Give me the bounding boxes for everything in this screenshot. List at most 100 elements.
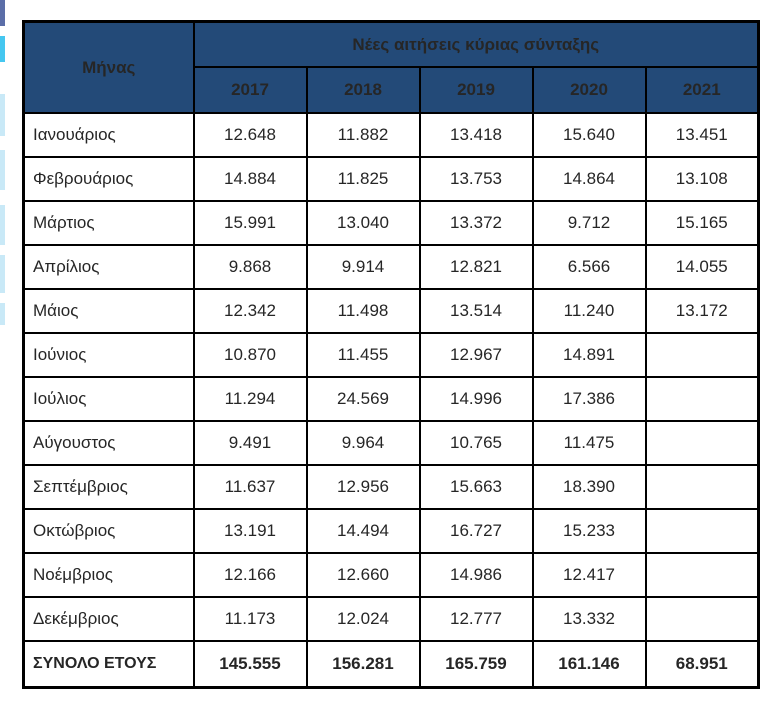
value-cell: 14.891 bbox=[531, 332, 647, 378]
total-label: ΣΥΝΟΛΟ ΕΤΟΥΣ bbox=[22, 640, 195, 689]
value-cell: 12.660 bbox=[305, 552, 421, 598]
value-cell: 15.233 bbox=[531, 508, 647, 554]
value-cell: 13.451 bbox=[644, 112, 760, 158]
value-cell: 11.882 bbox=[305, 112, 421, 158]
left-edge-strip bbox=[0, 0, 5, 701]
month-cell: Ιούλιος bbox=[22, 376, 195, 422]
value-cell: 13.753 bbox=[418, 156, 534, 202]
value-cell: 14.996 bbox=[418, 376, 534, 422]
value-cell: 11.240 bbox=[531, 288, 647, 334]
strip-segment bbox=[0, 255, 5, 293]
table-body: Ιανουάριος 12.648 11.882 13.418 15.640 13.451… bbox=[22, 112, 760, 689]
value-cell: 13.040 bbox=[305, 200, 421, 246]
value-cell: 18.390 bbox=[531, 464, 647, 510]
value-cell: 9.914 bbox=[305, 244, 421, 290]
table-title: Νέες αιτήσεις κύριας σύνταξης bbox=[192, 20, 760, 68]
value-cell: 11.173 bbox=[192, 596, 308, 642]
total-cell-2018: 156.281 bbox=[305, 640, 421, 689]
value-cell: 6.566 bbox=[531, 244, 647, 290]
value-cell: 13.514 bbox=[418, 288, 534, 334]
strip-segment bbox=[0, 94, 5, 136]
value-cell: 14.055 bbox=[644, 244, 760, 290]
value-cell: 13.332 bbox=[531, 596, 647, 642]
value-cell bbox=[644, 464, 760, 510]
value-cell: 14.884 bbox=[192, 156, 308, 202]
pension-table-container: Μήνας Νέες αιτήσεις κύριας σύνταξης 2017… bbox=[22, 20, 761, 689]
value-cell: 10.765 bbox=[418, 420, 534, 466]
year-header-2019: 2019 bbox=[418, 66, 534, 114]
value-cell: 9.964 bbox=[305, 420, 421, 466]
value-cell: 9.712 bbox=[531, 200, 647, 246]
month-cell: Οκτώβριος bbox=[22, 508, 195, 554]
table-row: Αύγουστος 9.491 9.964 10.765 11.475 bbox=[22, 420, 760, 466]
value-cell: 11.455 bbox=[305, 332, 421, 378]
month-cell: Αύγουστος bbox=[22, 420, 195, 466]
year-header-2021: 2021 bbox=[644, 66, 760, 114]
year-header-2017: 2017 bbox=[192, 66, 308, 114]
value-cell bbox=[644, 376, 760, 422]
value-cell: 12.821 bbox=[418, 244, 534, 290]
value-cell: 15.640 bbox=[531, 112, 647, 158]
month-cell: Δεκέμβριος bbox=[22, 596, 195, 642]
table-row: Ιούλιος 11.294 24.569 14.996 17.386 bbox=[22, 376, 760, 422]
value-cell: 15.991 bbox=[192, 200, 308, 246]
table-header: Μήνας Νέες αιτήσεις κύριας σύνταξης 2017… bbox=[22, 20, 760, 114]
value-cell: 12.166 bbox=[192, 552, 308, 598]
value-cell: 24.569 bbox=[305, 376, 421, 422]
table-row: Ιανουάριος 12.648 11.882 13.418 15.640 13.451 bbox=[22, 112, 760, 158]
value-cell: 13.418 bbox=[418, 112, 534, 158]
pension-table: Μήνας Νέες αιτήσεις κύριας σύνταξης 2017… bbox=[22, 20, 761, 689]
value-cell: 9.868 bbox=[192, 244, 308, 290]
table-row: Οκτώβριος 13.191 14.494 16.727 15.233 bbox=[22, 508, 760, 554]
total-row: ΣΥΝΟΛΟ ΕΤΟΥΣ 145.555 156.281 165.759 161… bbox=[22, 640, 760, 689]
value-cell: 14.494 bbox=[305, 508, 421, 554]
month-cell: Μάρτιος bbox=[22, 200, 195, 246]
month-cell: Νοέμβριος bbox=[22, 552, 195, 598]
value-cell: 12.342 bbox=[192, 288, 308, 334]
value-cell: 9.491 bbox=[192, 420, 308, 466]
value-cell bbox=[644, 332, 760, 378]
strip-segment bbox=[0, 303, 5, 325]
year-header-row: 2017 2018 2019 2020 2021 bbox=[24, 66, 760, 114]
month-cell: Σεπτέμβριος bbox=[22, 464, 195, 510]
year-header-2018: 2018 bbox=[305, 66, 421, 114]
value-cell bbox=[644, 420, 760, 466]
value-cell: 12.967 bbox=[418, 332, 534, 378]
month-column-header: Μήνας bbox=[22, 20, 195, 114]
table-row: Φεβρουάριος 14.884 11.825 13.753 14.864 13.10… bbox=[22, 156, 760, 202]
month-cell: Φεβρουάριος bbox=[22, 156, 195, 202]
month-cell: Μάιος bbox=[22, 288, 195, 334]
total-cell-2020: 161.146 bbox=[531, 640, 647, 689]
strip-segment bbox=[0, 205, 5, 245]
year-header-2020: 2020 bbox=[531, 66, 647, 114]
total-cell-2017: 145.555 bbox=[192, 640, 308, 689]
value-cell: 13.191 bbox=[192, 508, 308, 554]
value-cell: 12.648 bbox=[192, 112, 308, 158]
group-header-row: Μήνας Νέες αιτήσεις κύριας σύνταξης bbox=[22, 20, 760, 114]
value-cell: 15.663 bbox=[418, 464, 534, 510]
value-cell: 14.864 bbox=[531, 156, 647, 202]
table-row: Ιούνιος 10.870 11.455 12.967 14.891 bbox=[22, 332, 760, 378]
month-cell: Απρίλιος bbox=[22, 244, 195, 290]
value-cell: 17.386 bbox=[531, 376, 647, 422]
value-cell: 11.294 bbox=[192, 376, 308, 422]
strip-segment bbox=[0, 150, 5, 190]
total-cell-2019: 165.759 bbox=[418, 640, 534, 689]
table-row: Νοέμβριος 12.166 12.660 14.986 12.417 bbox=[22, 552, 760, 598]
table-row: Μάιος 12.342 11.498 13.514 11.240 13.172 bbox=[22, 288, 760, 334]
total-cell-2021: 68.951 bbox=[644, 640, 760, 689]
value-cell: 11.825 bbox=[305, 156, 421, 202]
strip-segment bbox=[0, 0, 5, 26]
table-row: Μάρτιος 15.991 13.040 13.372 9.712 15.165 bbox=[22, 200, 760, 246]
table-row: Δεκέμβριος 11.173 12.024 12.777 13.332 bbox=[22, 596, 760, 642]
value-cell: 14.986 bbox=[418, 552, 534, 598]
value-cell bbox=[644, 552, 760, 598]
value-cell bbox=[644, 596, 760, 642]
value-cell: 12.777 bbox=[418, 596, 534, 642]
month-cell: Ιούνιος bbox=[22, 332, 195, 378]
value-cell: 15.165 bbox=[644, 200, 760, 246]
value-cell: 16.727 bbox=[418, 508, 534, 554]
value-cell: 10.870 bbox=[192, 332, 308, 378]
value-cell: 12.956 bbox=[305, 464, 421, 510]
